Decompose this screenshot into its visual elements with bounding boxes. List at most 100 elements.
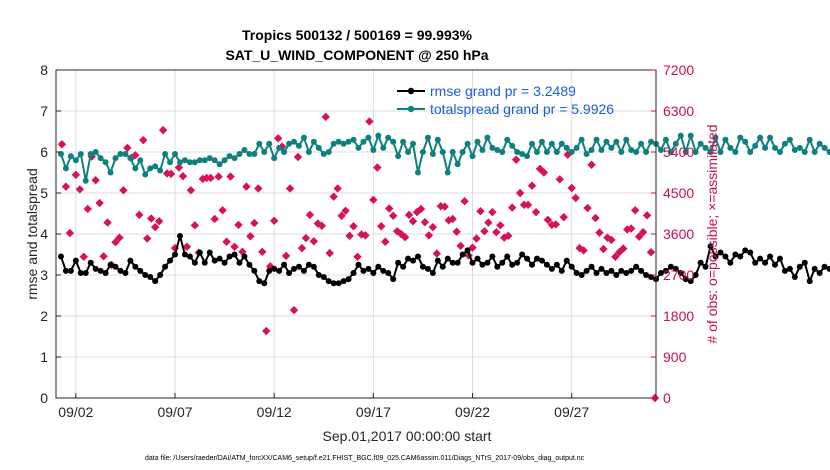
rmse-point <box>643 272 650 278</box>
rmse-point <box>320 274 327 281</box>
obs-assimilated-marker <box>627 224 636 233</box>
rmse-point <box>132 263 139 270</box>
rmse-point <box>271 265 278 272</box>
obs-assimilated-marker <box>424 231 434 240</box>
spread-point <box>638 140 645 147</box>
spread-point <box>360 138 367 145</box>
obs-assimilated-marker <box>119 186 128 195</box>
y-tick-label-left: 2 <box>40 308 48 324</box>
rmse-point <box>157 272 164 278</box>
spread-point <box>419 149 426 155</box>
spread-point <box>588 146 595 153</box>
spread-point <box>776 149 783 155</box>
obs-assimilated-marker <box>547 220 557 230</box>
rmse-point <box>345 276 352 283</box>
spread-point <box>633 149 640 155</box>
rmse-point <box>181 251 188 258</box>
rmse-point <box>672 265 679 272</box>
rmse-point <box>479 261 486 268</box>
rmse-point <box>434 257 441 264</box>
spread-point <box>623 136 630 143</box>
rmse-point <box>742 247 749 254</box>
obs-assimilated-marker <box>238 247 247 256</box>
obs-assimilated-marker <box>190 221 200 230</box>
obs-assimilated-marker <box>452 227 461 236</box>
rmse-point <box>752 259 759 266</box>
rmse-point <box>767 253 774 260</box>
rmse-point <box>167 257 174 264</box>
spread-point <box>479 146 486 153</box>
x-tick-label: 09/12 <box>257 404 292 420</box>
obs-assimilated-marker <box>309 237 319 246</box>
legend: rmse grand pr = 3.2489 totalspread grand… <box>397 83 614 117</box>
obs-assimilated-marker <box>166 169 176 179</box>
spread-point <box>226 153 233 160</box>
rmse-point <box>211 257 218 264</box>
obs-assimilated-marker <box>254 184 263 193</box>
spread-point <box>340 140 347 147</box>
spread-point <box>781 140 788 147</box>
rmse-point <box>112 263 119 270</box>
spread-point <box>598 146 605 153</box>
spread-point <box>772 144 779 151</box>
spread-point <box>672 140 679 147</box>
rmse-point <box>806 278 813 285</box>
obs-assimilated-marker <box>385 204 394 213</box>
obs-assimilated-marker <box>123 143 132 153</box>
rmse-point <box>266 267 273 274</box>
spread-point <box>271 155 278 162</box>
spread-point <box>167 159 174 166</box>
obs-assimilated-marker <box>373 163 382 172</box>
rmse-point <box>598 265 605 272</box>
rmse-point <box>638 267 645 274</box>
rmse-point <box>727 259 734 266</box>
spread-point <box>454 161 461 168</box>
obs-assimilated-marker <box>456 241 465 251</box>
spread-point <box>82 177 89 184</box>
spread-point <box>439 149 446 155</box>
legend-spread-marker <box>407 105 415 113</box>
obs-assimilated-marker <box>595 228 604 237</box>
obs-assimilated-marker <box>408 217 418 226</box>
rmse-point <box>558 267 565 274</box>
rmse-point <box>781 267 788 274</box>
obs-assimilated-marker <box>448 214 457 224</box>
obs-assimilated-marker <box>583 203 592 213</box>
rmse-point <box>62 267 69 274</box>
rmse-point <box>628 267 635 274</box>
obs-assimilated-marker <box>222 237 231 246</box>
obs-assimilated-marker <box>230 242 239 251</box>
spread-point <box>662 136 669 143</box>
spread-point <box>172 151 179 158</box>
spread-point <box>533 149 540 155</box>
grid <box>56 70 656 398</box>
rmse-point <box>687 278 694 285</box>
rmse-point <box>613 272 620 278</box>
rmse-point <box>796 263 803 270</box>
rmse-point <box>414 253 421 260</box>
spread-point <box>509 142 516 149</box>
spread-point <box>305 149 312 155</box>
rmse-point <box>737 253 744 260</box>
rmse-point <box>469 259 476 266</box>
rmse-point <box>102 269 109 276</box>
rmse-point <box>776 255 783 262</box>
rmse-point <box>395 259 402 266</box>
rmse-point <box>563 257 570 264</box>
spread-point <box>538 138 545 145</box>
spread-point <box>206 155 213 162</box>
rmse-point <box>241 253 248 260</box>
spread-point <box>122 151 129 158</box>
chart-title-line2: SAT_U_WIND_COMPONENT @ 250 hPa <box>225 47 488 63</box>
obs-assimilated-marker <box>388 211 398 220</box>
series-lines <box>57 132 830 287</box>
rmse-point <box>588 263 595 270</box>
obs-assimilated-marker <box>99 252 108 261</box>
obs-assimilated-marker <box>480 227 489 236</box>
spread-point <box>92 149 99 155</box>
spread-point <box>181 157 188 164</box>
spread-point <box>613 138 620 145</box>
obs-assimilated-marker <box>559 212 568 222</box>
obs-assimilated-marker <box>365 117 374 126</box>
obs-assimilated-marker <box>563 150 572 159</box>
